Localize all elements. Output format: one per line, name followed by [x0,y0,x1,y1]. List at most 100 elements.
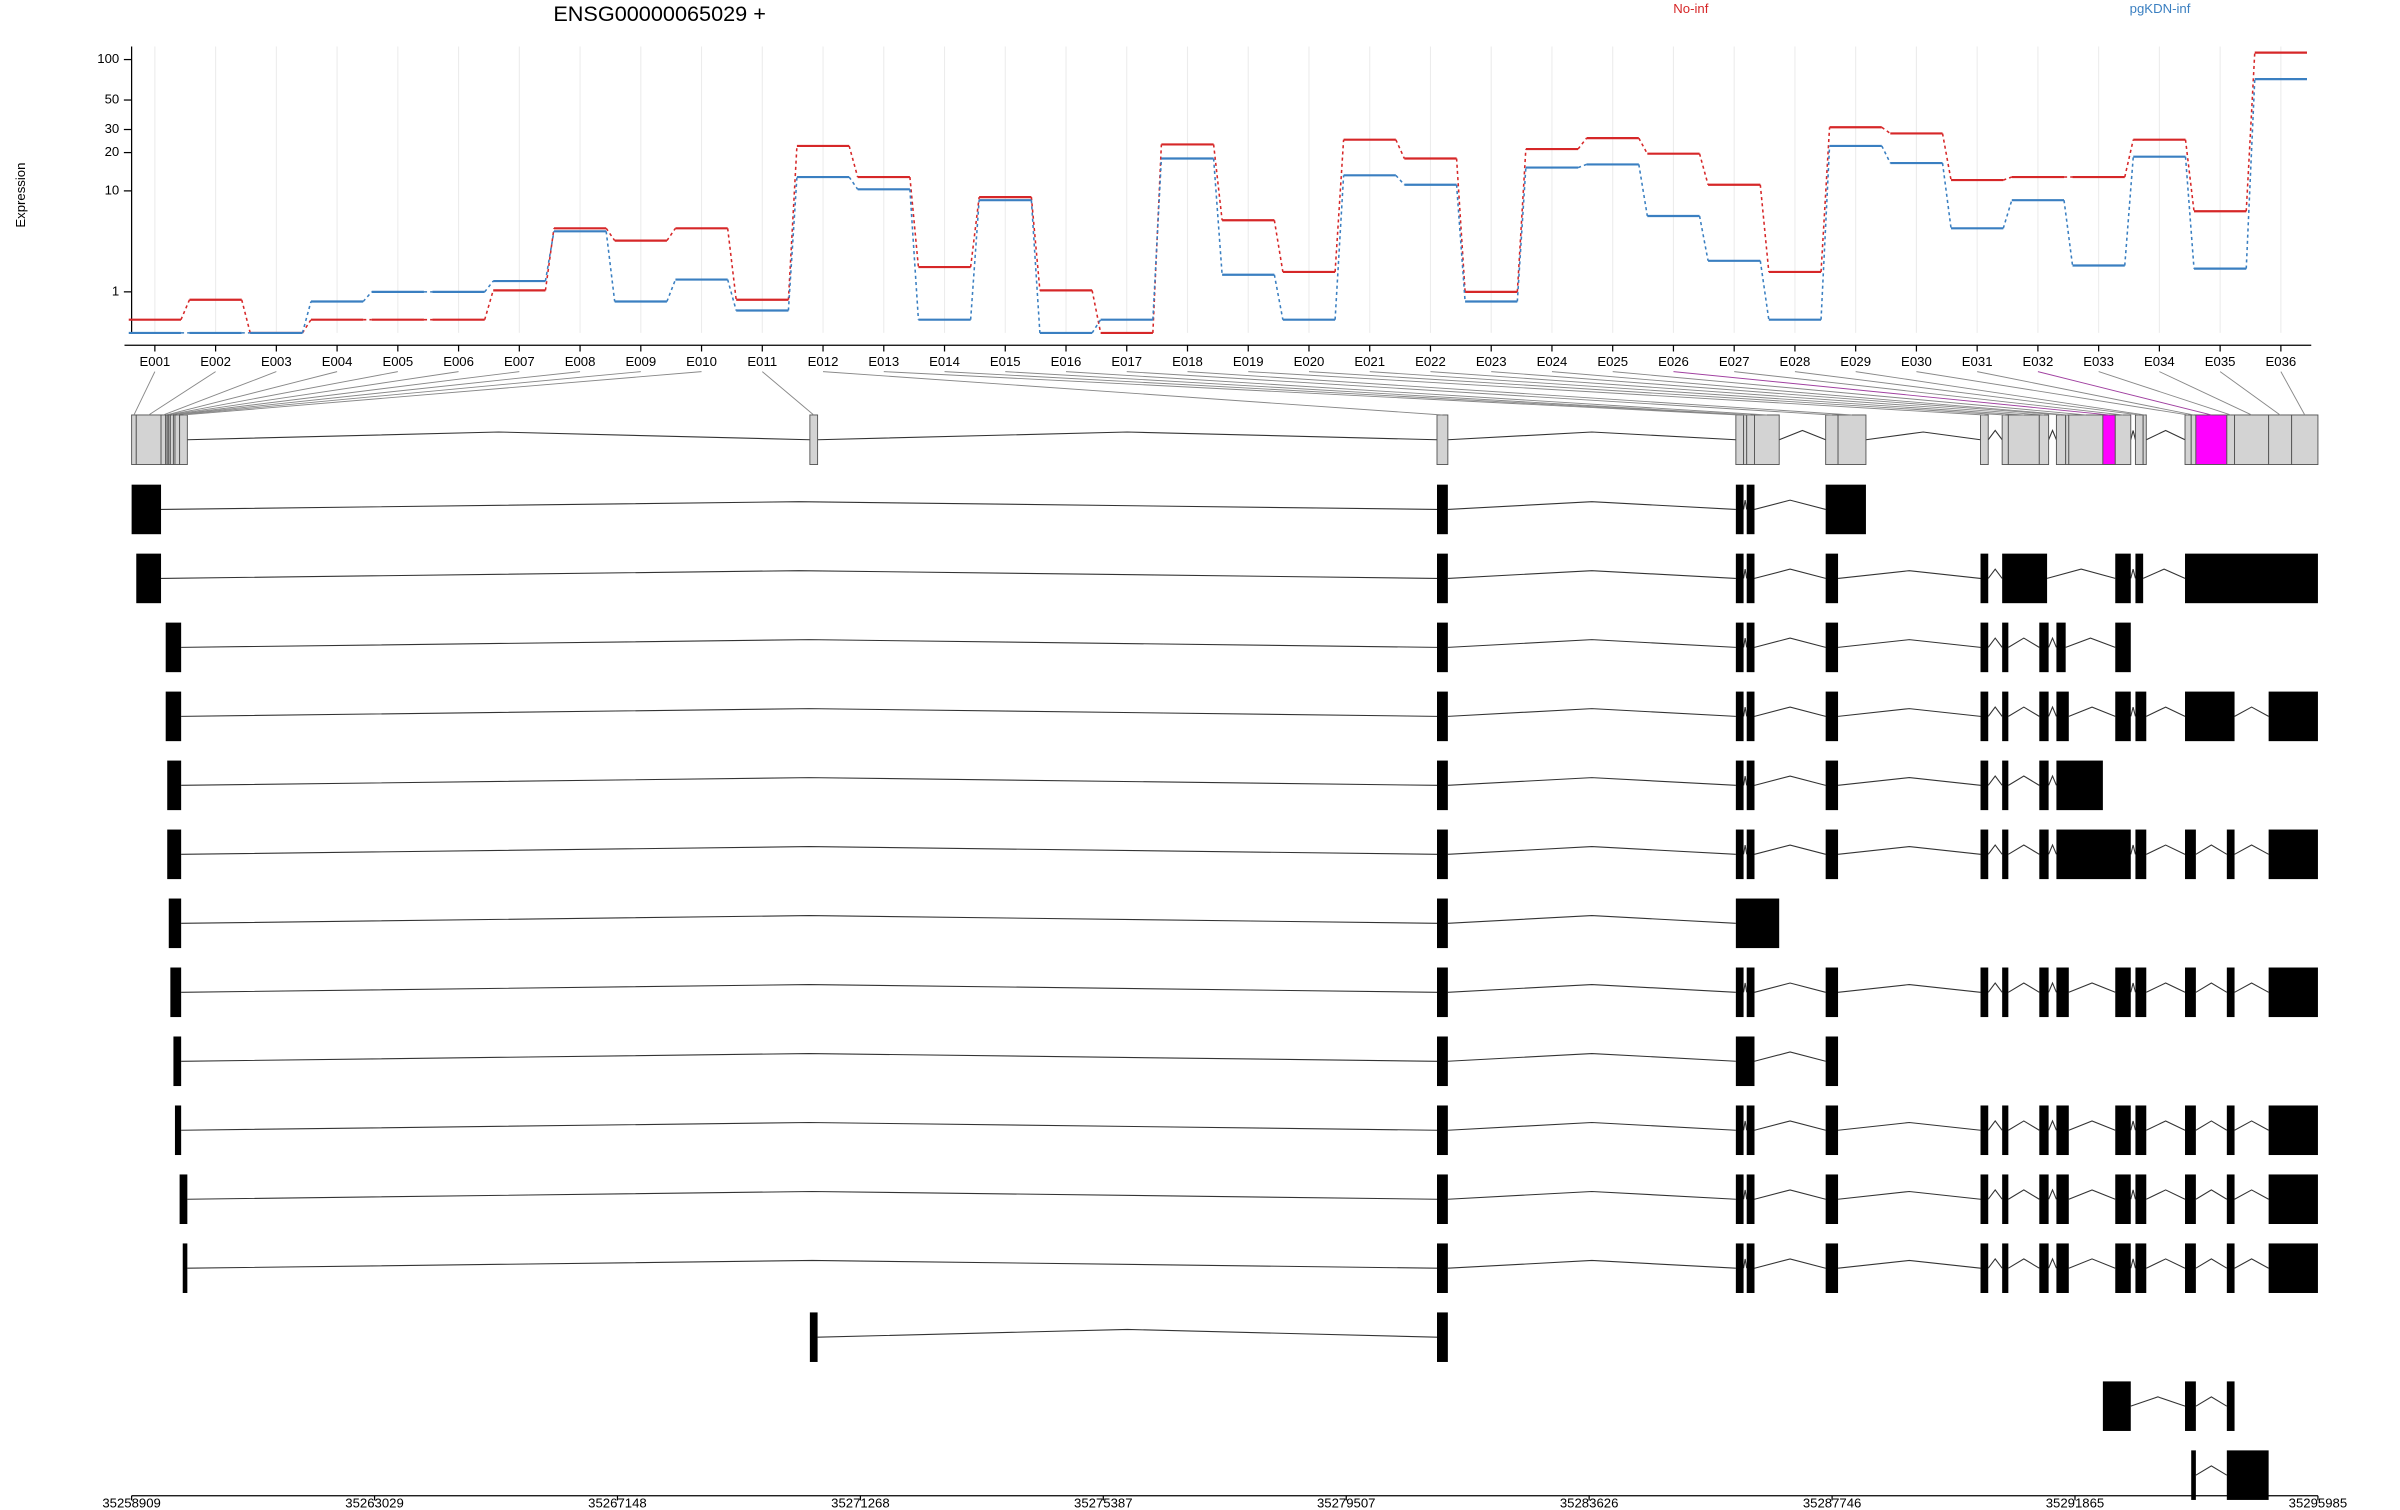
step-connector [909,176,920,268]
transcript-intron [2068,706,2116,717]
transcript-intron [181,1052,1438,1062]
step-connector [240,299,251,334]
transcript-exon [1746,760,1755,811]
transcript-exon [2056,829,2131,880]
transcript-exon [1980,967,1989,1018]
transcript-intron [2130,844,2136,855]
transcript-exon [2002,622,2009,673]
transcript-exon [1735,622,1744,673]
exon-connector [2159,371,2252,416]
transcript-exon [1980,1174,1989,1225]
step-connector [1577,163,1587,169]
step-connector [726,279,737,311]
exon-part [174,414,181,465]
y-tick-label: 10 [105,182,120,197]
step-connector [2002,199,2013,229]
exon-connector [2098,371,2231,416]
exon-part [1825,414,1839,465]
x-tick-label: E020 [1294,354,1325,369]
transcript-intron [187,1259,1438,1269]
transcript-exon [1437,829,1448,880]
x-tick-label: E023 [1476,354,1507,369]
step-connector [726,228,737,300]
transcript-intron [2130,568,2136,579]
transcript-exon [1735,967,1744,1018]
step-connector [1091,290,1102,334]
transcript-intron [1743,500,1748,510]
x-tick-label: E007 [504,354,535,369]
transcript-intron [1754,844,1826,855]
transcript-exon [1825,967,1839,1018]
step-connector [1759,260,1770,320]
transcript-intron [1447,570,1736,579]
transcript-exon [2226,1450,2269,1500]
step-connector [1030,200,1041,333]
transcript-exon [131,484,162,535]
exon-connector [1126,371,1832,416]
transcript-exon [2226,1381,2235,1431]
transcript-intron [2048,774,2057,786]
exon-connector [761,371,815,416]
transcript-intron [2068,982,2116,993]
x-tick-label: E017 [1111,354,1142,369]
exon-part [2226,414,2236,465]
transcript-exon [170,967,182,1018]
transcript-intron [2008,1120,2040,1131]
step-connector [787,176,798,311]
exon-part-intron [1778,429,1826,441]
transcript-exon [2115,1243,2131,1293]
transcript-exon [2185,553,2318,604]
exon-part [1980,414,1989,465]
transcript-exon [1746,691,1755,742]
transcript-exon [2115,1174,2131,1225]
y-tick-label: 1 [112,283,119,298]
transcript-intron [2130,1258,2136,1269]
step-connector [605,227,616,242]
transcript-intron [1987,637,2003,648]
exon-connector [167,371,398,416]
transcript-intron [161,501,1438,510]
step-connector [1395,174,1405,186]
transcript-intron [1447,1052,1736,1062]
transcript-intron [1447,639,1736,648]
step-connector [544,228,555,291]
transcript-intron [1754,637,1826,648]
exon-part [2134,414,2144,465]
step-connector [2003,176,2013,181]
transcript-exon [2056,691,2069,742]
transcript-intron [181,846,1438,855]
transcript-intron [187,1190,1438,1200]
exon-part-intron [1987,429,2003,441]
transcript-exon [2185,691,2235,742]
transcript-intron [1743,1189,1748,1200]
transcript-intron [2146,1120,2186,1131]
transcript-intron [2008,637,2040,648]
x-tick-label: E008 [565,354,596,369]
transcript-exon [1437,760,1448,811]
exon-part [131,414,137,465]
x-tick-label: E026 [1658,354,1689,369]
exon-connector [163,371,277,416]
step-connector [1212,144,1223,221]
transcript-intron [1743,982,1748,993]
transcript-exon [2002,760,2009,811]
y-tick-label: 20 [105,144,120,159]
transcript-intron [2130,706,2136,717]
transcript-exon [2226,829,2235,880]
transcript-intron [1837,708,1981,717]
transcript-intron [817,1328,1438,1338]
transcript-exon [2268,1243,2318,1293]
step-connector [484,280,494,293]
transcript-exon [1437,484,1448,535]
transcript-exon [2226,1243,2235,1293]
transcript-exon [1437,1036,1448,1087]
transcript-intron [1754,775,1826,786]
transcript-exon [2039,691,2049,742]
transcript-intron [1754,1051,1826,1062]
x-tick-label: E035 [2205,354,2236,369]
transcript-exon [2226,1174,2235,1225]
transcript-intron [1987,1189,2003,1200]
step-connector [666,227,677,242]
transcript-exon [1735,1105,1744,1156]
transcript-exon [1825,1174,1839,1225]
